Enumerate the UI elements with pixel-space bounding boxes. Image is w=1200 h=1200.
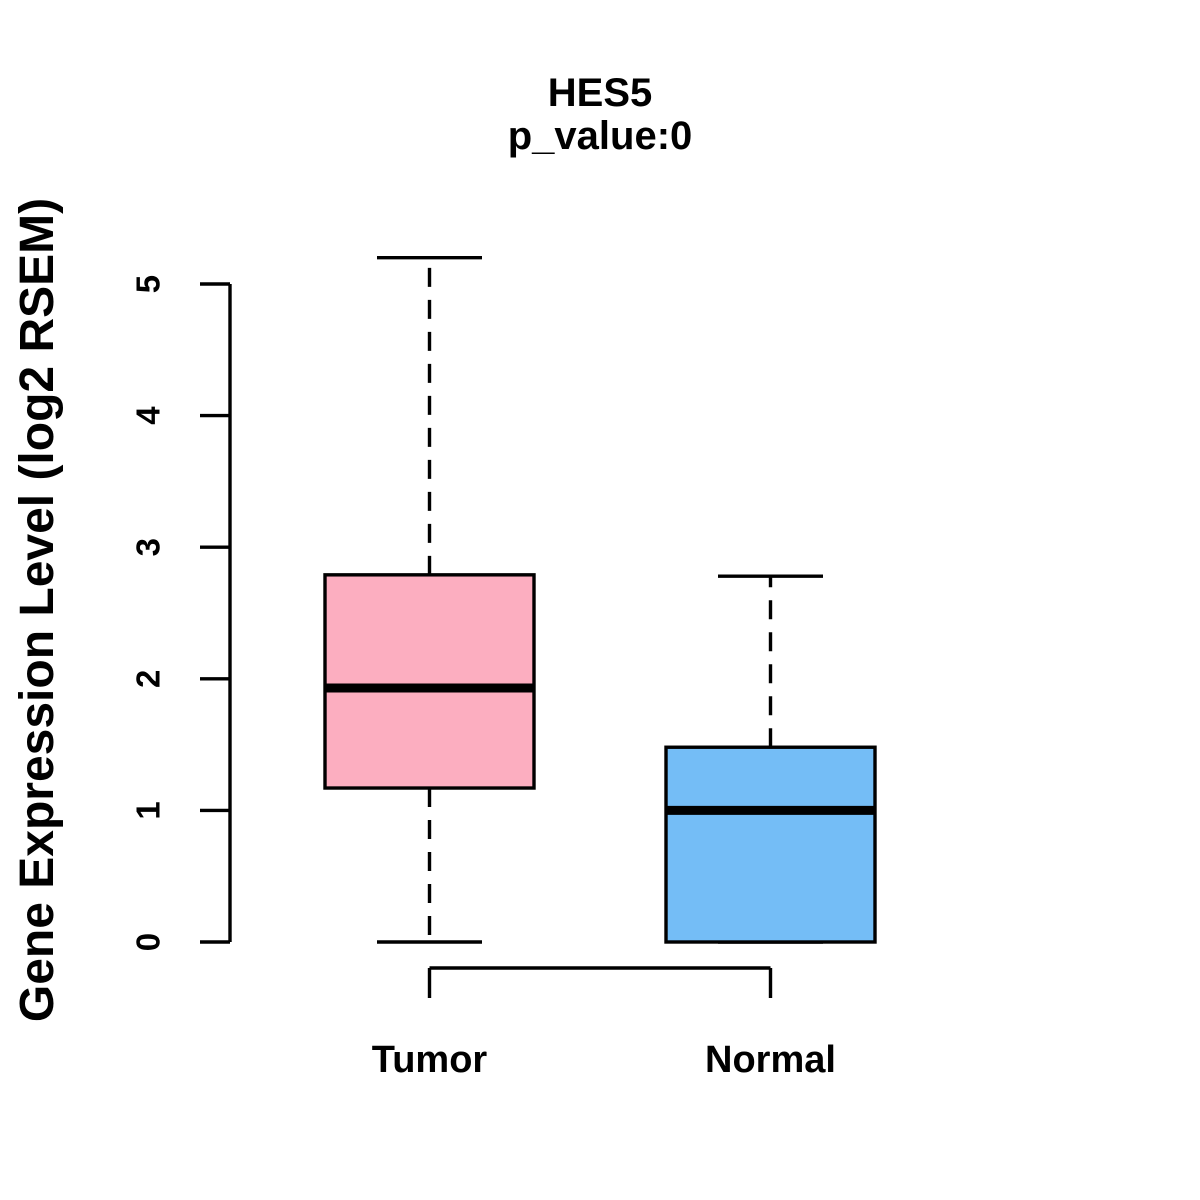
y-tick-label: 2: [130, 670, 167, 688]
y-tick-label: 0: [130, 933, 167, 951]
group-label-normal: Normal: [705, 1039, 836, 1081]
group-label-tumor: Tumor: [372, 1039, 488, 1081]
box-normal: [664, 745, 877, 944]
y-tick-label: 5: [130, 275, 167, 293]
y-tick-label: 3: [130, 538, 167, 556]
y-tick-label: 1: [130, 801, 167, 819]
box-tumor: [323, 573, 536, 790]
chart-title: HES5: [547, 71, 653, 115]
chart-subtitle: p_value:0: [507, 114, 693, 158]
y-tick-label: 4: [130, 406, 167, 425]
